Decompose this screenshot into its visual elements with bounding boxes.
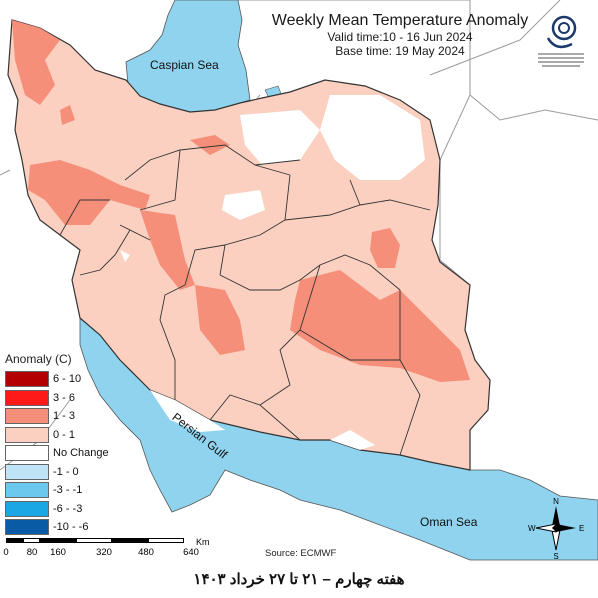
legend-item: -10 - -6 xyxy=(5,518,113,537)
scale-tick: 480 xyxy=(138,547,154,558)
legend-label: 0 - 1 xyxy=(53,428,76,441)
legend-label: -10 - -6 xyxy=(53,521,89,534)
legend-label: 6 - 10 xyxy=(53,373,82,386)
legend-swatch xyxy=(5,482,49,499)
legend-item: 1 - 3 xyxy=(5,407,113,426)
legend: Anomaly (C) 6 - 10 3 - 6 1 - 3 0 - 1 No Chan… xyxy=(5,352,113,537)
legend-label: -3 - -1 xyxy=(53,484,83,497)
legend-item: 0 - 1 xyxy=(5,426,113,445)
scale-tick: 0 xyxy=(3,547,9,558)
province-borders xyxy=(59,144,431,456)
legend-item: 3 - 6 xyxy=(5,389,113,408)
legend-swatch xyxy=(5,463,49,480)
warm-anomaly-areas xyxy=(12,20,470,382)
legend-item: No Change xyxy=(5,444,113,463)
caspian-label: Caspian Sea xyxy=(150,58,219,72)
scale-tick: 160 xyxy=(50,547,66,558)
legend-label: No Change xyxy=(53,447,109,460)
scale-unit: Km xyxy=(196,537,210,547)
compass-n: N xyxy=(553,497,559,506)
base-time: Base time: 19 May 2024 xyxy=(335,44,465,58)
no-change-areas xyxy=(120,95,425,450)
legend-label: -1 - 0 xyxy=(53,465,79,478)
legend-swatch xyxy=(5,500,49,517)
compass-e: E xyxy=(579,524,584,533)
legend-label: -6 - -3 xyxy=(53,502,83,515)
legend-swatch xyxy=(5,389,49,406)
footer-caption: هفته چهارم – ۲۱ تا ۲۷ خرداد ۱۴۰۳ xyxy=(193,571,405,588)
legend-item: -6 - -3 xyxy=(5,500,113,519)
north-arrow-icon: N S W E xyxy=(528,497,584,560)
oman-sea-label: Oman Sea xyxy=(420,515,478,529)
legend-swatch xyxy=(5,408,49,425)
legend-title: Anomaly (C) xyxy=(5,352,72,366)
scale-tick: 80 xyxy=(26,547,38,558)
scale-tick: 320 xyxy=(96,547,112,558)
legend-swatch xyxy=(5,371,49,388)
legend-item: 6 - 10 xyxy=(5,370,113,389)
legend-item: -1 - 0 xyxy=(5,463,113,482)
legend-swatch xyxy=(5,519,49,536)
legend-item: -3 - -1 xyxy=(5,481,113,500)
legend-label: 3 - 6 xyxy=(53,391,76,404)
compass-s: S xyxy=(553,552,558,560)
title-block: Weekly Mean Temperature Anomaly Valid ti… xyxy=(250,12,550,58)
legend-label: 1 - 3 xyxy=(53,410,76,423)
valid-time: Valid time:10 - 16 Jun 2024 xyxy=(327,30,473,44)
map-title: Weekly Mean Temperature Anomaly xyxy=(271,12,529,29)
legend-swatch xyxy=(5,445,49,462)
source-credit: Source: ECMWF xyxy=(265,548,337,559)
logo-icon xyxy=(538,15,584,67)
compass-w: W xyxy=(528,524,536,533)
scale-tick: 640 xyxy=(183,547,199,558)
scale-bar: Km 0 80 160 320 480 640 xyxy=(3,537,209,558)
legend-swatch xyxy=(5,426,49,443)
